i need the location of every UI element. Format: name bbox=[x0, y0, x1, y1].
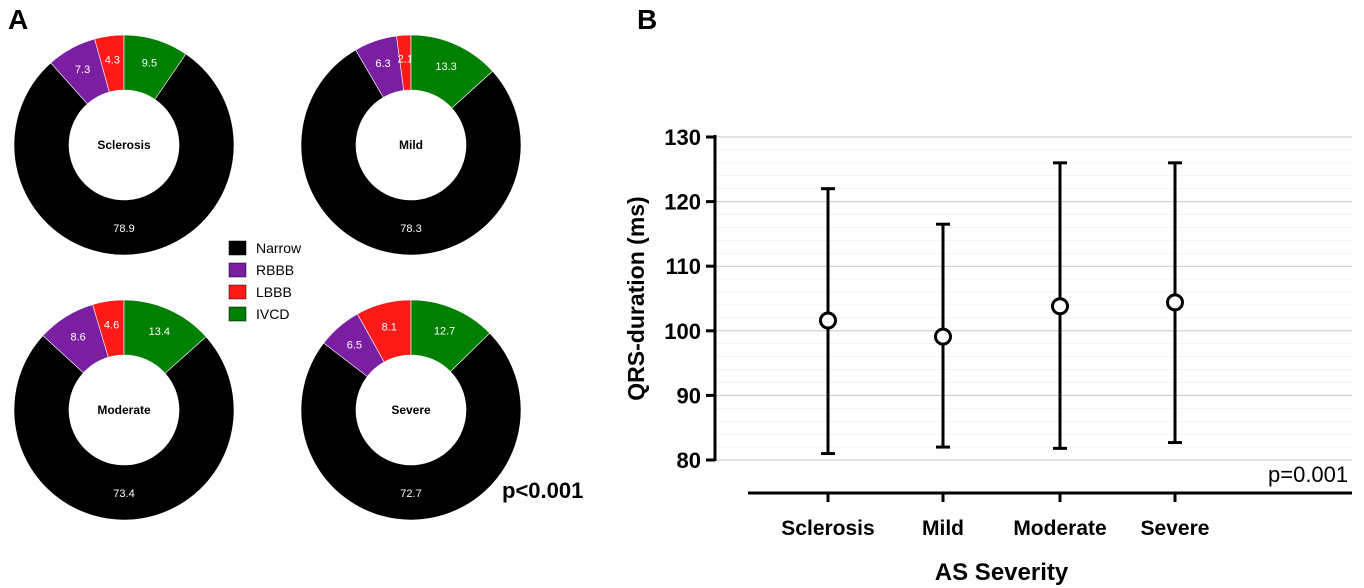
legend-label-lbbb: LBBB bbox=[256, 284, 292, 300]
donut-center-label: Severe bbox=[391, 403, 431, 417]
donut-center-label: Moderate bbox=[97, 403, 151, 417]
donut-sclerosis: 7.3 4.3 9.5 78.9 Sclerosis bbox=[13, 34, 235, 256]
slice-label-rbbb: 6.5 bbox=[347, 340, 362, 352]
y-tick-label: 100 bbox=[664, 319, 701, 344]
error-bar-mild bbox=[934, 222, 952, 449]
legend: Narrow RBBB LBBB IVCD bbox=[228, 240, 302, 322]
x-tick-label-moderate: Moderate bbox=[1013, 517, 1106, 540]
donut-charts-panel: 7.3 4.3 9.5 78.9 Sclerosis 6.3 2.1 13.3 78.3 Mild… bbox=[13, 34, 522, 521]
donut-center-label: Mild bbox=[399, 138, 423, 152]
mean-point bbox=[1166, 293, 1184, 312]
slice-label-lbbb: 8.1 bbox=[382, 321, 397, 333]
legend-label-ivcd: IVCD bbox=[256, 306, 289, 322]
legend-label-rbbb: RBBB bbox=[256, 262, 294, 278]
mean-point bbox=[819, 311, 837, 330]
y-tick-label: 120 bbox=[664, 190, 701, 215]
error-bar-sclerosis bbox=[819, 187, 837, 456]
x-tick-label-mild: Mild bbox=[922, 517, 964, 540]
slice-narrow bbox=[13, 53, 235, 256]
error-bar-moderate bbox=[1051, 161, 1069, 450]
qrs-duration-chart: 80 90 100 110 120 130 Sclerosis Mild Moderate Sev… bbox=[623, 125, 1352, 586]
slice-label-ivcd: 13.4 bbox=[149, 326, 170, 338]
x-axis-title: AS Severity bbox=[935, 559, 1069, 586]
mean-point bbox=[1051, 297, 1069, 316]
donut-mild: 6.3 2.1 13.3 78.3 Mild bbox=[300, 34, 522, 256]
y-tick-label: 110 bbox=[666, 254, 702, 279]
slice-label-narrow: 73.4 bbox=[113, 488, 134, 500]
slice-label-lbbb: 4.3 bbox=[105, 54, 120, 66]
slice-label-lbbb: 4.6 bbox=[104, 319, 119, 331]
x-tick-label-severe: Severe bbox=[1141, 517, 1210, 540]
y-axis-title: QRS-duration (ms) bbox=[623, 196, 649, 400]
donut-severe: 6.5 8.1 12.7 72.7 Severe bbox=[300, 299, 522, 521]
slice-label-rbbb: 7.3 bbox=[75, 64, 90, 76]
slice-label-rbbb: 6.3 bbox=[375, 58, 390, 70]
panel-a-p-value: p<0.001 bbox=[502, 478, 584, 503]
donut-center-label: Sclerosis bbox=[97, 138, 151, 152]
error-bar-severe bbox=[1166, 161, 1184, 445]
mean-point bbox=[934, 327, 952, 346]
y-tick-label: 80 bbox=[677, 448, 701, 473]
x-tick-label-sclerosis: Sclerosis bbox=[781, 517, 874, 540]
slice-label-narrow: 78.3 bbox=[400, 223, 421, 235]
slice-label-narrow: 72.7 bbox=[400, 488, 421, 500]
legend-swatch-narrow bbox=[228, 240, 247, 256]
panel-b-label: B bbox=[637, 4, 658, 35]
slice-label-lbbb: 2.1 bbox=[398, 54, 413, 66]
donut-moderate: 8.6 4.6 13.4 73.4 Moderate bbox=[13, 299, 235, 521]
slice-label-ivcd: 12.7 bbox=[434, 325, 455, 337]
legend-swatch-rbbb bbox=[228, 262, 247, 278]
legend-swatch-ivcd bbox=[228, 306, 247, 322]
panel-a-label: A bbox=[8, 4, 29, 35]
slice-label-ivcd: 13.3 bbox=[435, 61, 456, 73]
legend-label-narrow: Narrow bbox=[256, 240, 302, 256]
panel-b-p-value: p=0.001 bbox=[1268, 462, 1349, 487]
y-tick-label: 90 bbox=[677, 383, 701, 408]
slice-narrow bbox=[300, 332, 522, 521]
slice-label-narrow: 78.9 bbox=[113, 223, 134, 235]
slice-label-rbbb: 8.6 bbox=[70, 332, 85, 344]
slice-narrow bbox=[13, 335, 235, 521]
slice-label-ivcd: 9.5 bbox=[142, 57, 157, 69]
legend-swatch-lbbb bbox=[228, 284, 247, 300]
slice-narrow bbox=[300, 49, 522, 256]
y-tick-label: 130 bbox=[664, 125, 701, 150]
